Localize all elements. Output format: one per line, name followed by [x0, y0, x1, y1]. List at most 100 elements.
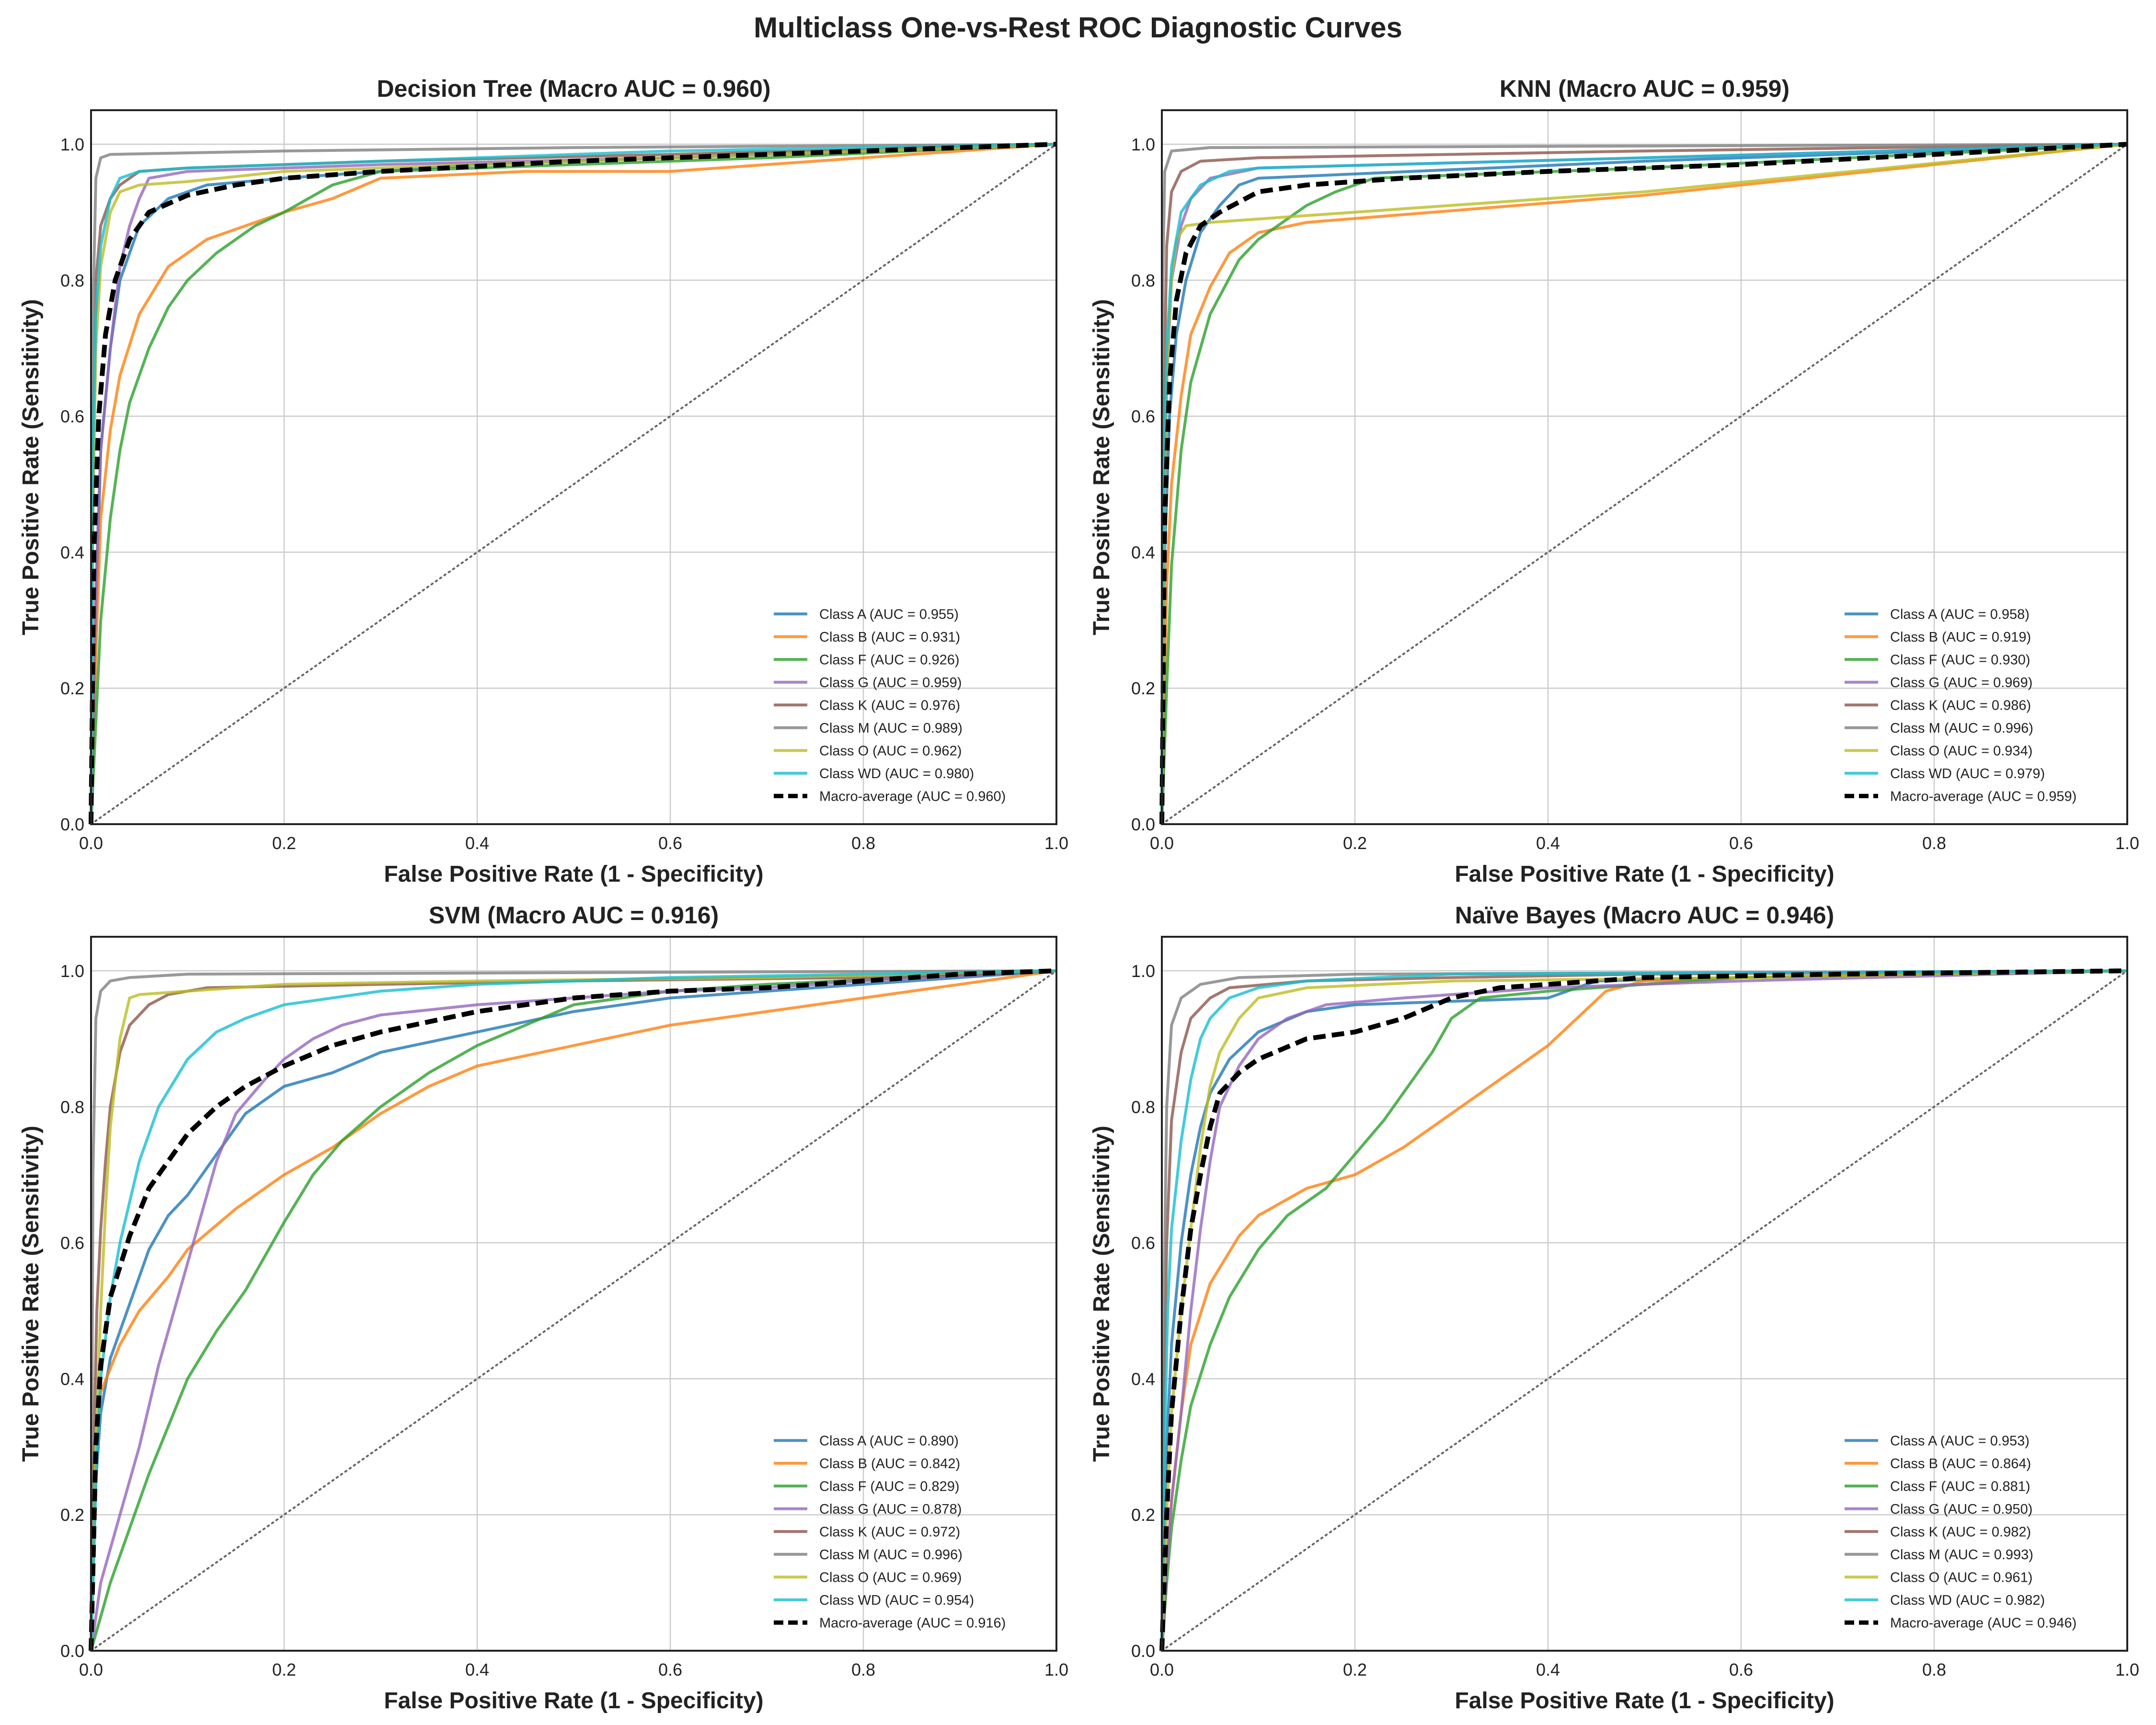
roc-curve-macro-average [89, 142, 1057, 825]
chance-diagonal [90, 143, 1057, 825]
x-tick-label: 0.2 [272, 1660, 296, 1679]
roc-curve-class-f [1160, 143, 2128, 825]
panel-title: Decision Tree (Macro AUC = 0.960) [377, 75, 770, 102]
x-axis-label: False Positive Rate (1 - Specificity) [1455, 862, 1834, 887]
legend-entry: Class F (AUC = 0.881) [1890, 1479, 2030, 1494]
y-tick-label: 0.8 [60, 1097, 84, 1117]
roc-curve-class-a [90, 969, 1057, 1651]
roc-curve-macro-average [89, 968, 1057, 1651]
x-axis-label: False Positive Rate (1 - Specificity) [1455, 1688, 1834, 1714]
roc-curve-class-f [90, 969, 1057, 1651]
y-tick-label: 0.2 [60, 1505, 84, 1525]
roc-panel-4: 0.0 0.2 0.4 0.6 0.8 1.0 0.0 0.2 0.4 0.6 0.8 1.0 Naïv… [1089, 902, 2139, 1714]
panel-title: SVM (Macro AUC = 0.916) [429, 902, 719, 929]
legend-entry: Class B (AUC = 0.931) [819, 630, 960, 645]
chance-diagonal [1161, 969, 2128, 1652]
x-tick-label: 1.0 [2115, 1660, 2139, 1679]
y-tick-label: 1.0 [1131, 961, 1155, 981]
legend-entry: Class A (AUC = 0.890) [819, 1433, 959, 1449]
legend: Class A (AUC = 0.953) Class B (AUC = 0.86… [1845, 1433, 2076, 1631]
x-tick-label: 0.2 [272, 833, 296, 853]
y-tick-label: 0.0 [1131, 815, 1155, 834]
legend-entry: Class WD (AUC = 0.979) [1890, 766, 2045, 782]
x-axis-label: False Positive Rate (1 - Specificity) [384, 1688, 763, 1714]
y-axis-label: True Positive Rate (Sensitivity) [1089, 299, 1114, 635]
y-tick-label: 0.0 [60, 1641, 84, 1661]
legend-entry: Class M (AUC = 0.996) [819, 1547, 963, 1563]
legend-entry: Class K (AUC = 0.976) [819, 698, 960, 713]
legend-entry: Class WD (AUC = 0.980) [819, 766, 974, 782]
y-axis-label: True Positive Rate (Sensitivity) [18, 299, 44, 635]
legend-entry: Class O (AUC = 0.962) [819, 743, 962, 759]
roc-curve-macro-average [1159, 142, 2128, 825]
y-tick-label: 0.2 [1131, 1505, 1155, 1525]
y-tick-label: 0.8 [1131, 1097, 1155, 1117]
y-tick-label: 0.2 [60, 678, 84, 698]
y-tick-label: 0.4 [60, 1369, 84, 1389]
legend-entry: Macro-average (AUC = 0.916) [819, 1615, 1006, 1631]
roc-curve-class-wd [1160, 969, 2128, 1651]
y-axis-label: True Positive Rate (Sensitivity) [18, 1126, 44, 1462]
roc-curve-class-o [90, 969, 1057, 1651]
axes-frame [1161, 936, 2128, 1652]
roc-curve-class-b [90, 969, 1057, 1651]
x-tick-label: 0.6 [658, 833, 682, 853]
legend-entry: Class G (AUC = 0.969) [1890, 675, 2032, 690]
panels-container: 0.0 0.2 0.4 0.6 0.8 1.0 0.0 0.2 0.4 0.6 0.8 1.0 Deci… [18, 75, 2139, 1714]
legend-entry: Class F (AUC = 0.926) [819, 652, 960, 667]
y-tick-label: 0.4 [1131, 1369, 1155, 1389]
x-tick-label: 0.8 [851, 833, 875, 853]
y-tick-label: 0.8 [60, 271, 84, 290]
legend-entry: Class B (AUC = 0.919) [1890, 630, 2031, 645]
panel-title: KNN (Macro AUC = 0.959) [1500, 75, 1789, 102]
roc-curve-class-b [1160, 143, 2128, 825]
x-tick-label: 0.2 [1343, 1660, 1367, 1679]
roc-panel-2: 0.0 0.2 0.4 0.6 0.8 1.0 0.0 0.2 0.4 0.6 0.8 1.0 KNN … [1089, 75, 2139, 887]
x-tick-label: 0.4 [1536, 1660, 1560, 1679]
y-tick-label: 0.8 [1131, 271, 1155, 290]
roc-curve-class-k [1160, 143, 2128, 825]
legend-entry: Class M (AUC = 0.993) [1890, 1547, 2033, 1563]
axes-frame [90, 936, 1057, 1652]
y-tick-label: 1.0 [60, 135, 84, 154]
legend-entry: Class O (AUC = 0.934) [1890, 743, 2032, 759]
y-tick-label: 0.0 [60, 815, 84, 834]
x-tick-label: 0.4 [465, 833, 489, 853]
roc-curve-class-wd [90, 143, 1057, 825]
x-tick-label: 1.0 [1044, 833, 1068, 853]
roc-curve-class-m [1160, 969, 2128, 1651]
roc-curve-class-m [90, 143, 1057, 825]
x-tick-label: 0.6 [1729, 833, 1753, 853]
x-tick-label: 0.0 [79, 1660, 103, 1679]
legend-entry: Class M (AUC = 0.996) [1890, 721, 2033, 736]
legend-entry: Class K (AUC = 0.986) [1890, 698, 2031, 713]
legend-entry: Class B (AUC = 0.842) [819, 1456, 960, 1472]
y-tick-label: 1.0 [1131, 135, 1155, 154]
panel-title: Naïve Bayes (Macro AUC = 0.946) [1455, 902, 1835, 929]
legend-entry: Class F (AUC = 0.930) [1890, 652, 2030, 667]
y-axis-label: True Positive Rate (Sensitivity) [1089, 1126, 1114, 1462]
y-tick-label: 0.6 [1131, 1233, 1155, 1253]
legend-entry: Class K (AUC = 0.982) [1890, 1524, 2031, 1540]
legend-entry: Class M (AUC = 0.989) [819, 721, 963, 736]
legend-entry: Class O (AUC = 0.969) [819, 1570, 962, 1585]
legend: Class A (AUC = 0.958) Class B (AUC = 0.91… [1845, 607, 2076, 804]
x-axis-label: False Positive Rate (1 - Specificity) [384, 862, 763, 887]
roc-curve-class-wd [1160, 143, 2128, 825]
y-tick-label: 0.6 [1131, 407, 1155, 426]
x-tick-label: 0.0 [1150, 833, 1174, 853]
x-tick-label: 0.8 [1922, 1660, 1946, 1679]
x-tick-label: 0.8 [851, 1660, 875, 1679]
x-tick-label: 0.2 [1343, 833, 1367, 853]
x-tick-label: 0.4 [465, 1660, 489, 1679]
legend: Class A (AUC = 0.955) Class B (AUC = 0.93… [774, 607, 1006, 804]
legend-entry: Class F (AUC = 0.829) [819, 1479, 960, 1494]
chance-diagonal [90, 969, 1057, 1652]
y-tick-label: 0.4 [1131, 542, 1155, 562]
y-tick-label: 0.6 [60, 1233, 84, 1253]
axes-frame [1161, 109, 2128, 825]
x-tick-label: 0.6 [1729, 1660, 1753, 1679]
x-tick-label: 0.6 [658, 1660, 682, 1679]
legend-entry: Class B (AUC = 0.864) [1890, 1456, 2031, 1472]
